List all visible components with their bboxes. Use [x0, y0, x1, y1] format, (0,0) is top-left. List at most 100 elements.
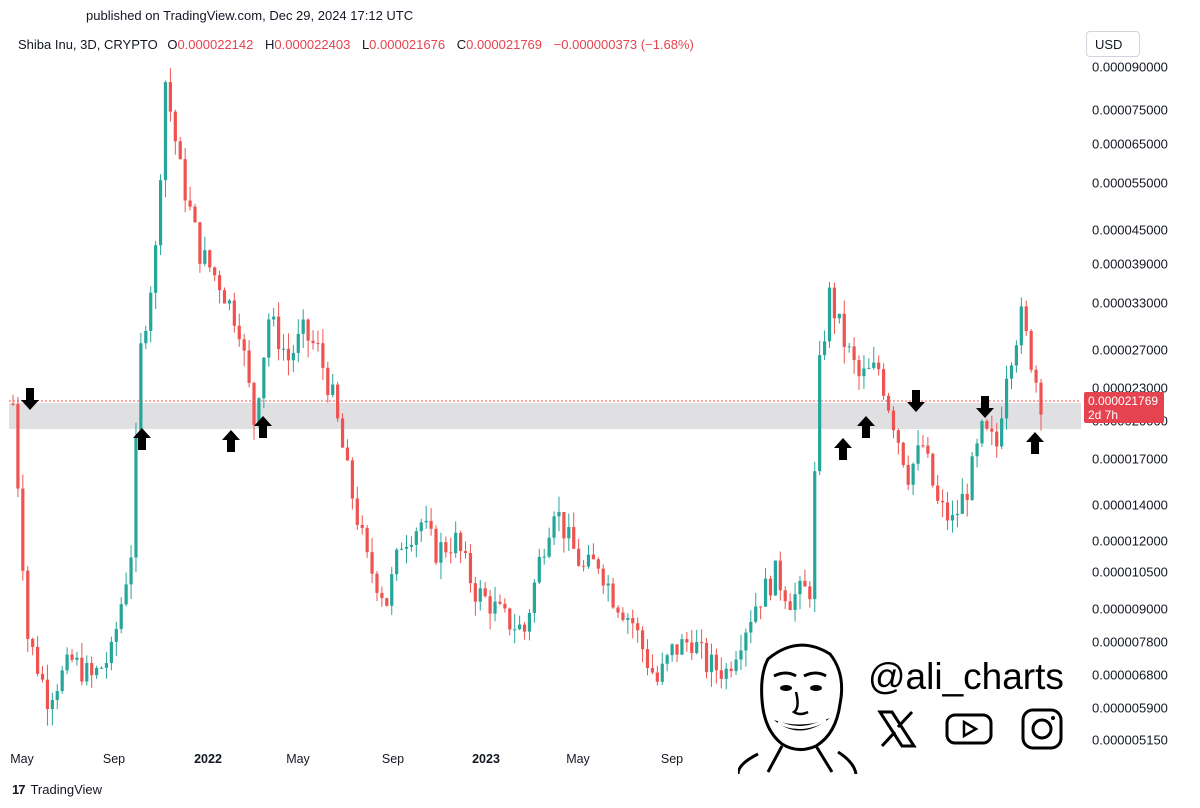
candle-body — [222, 290, 227, 304]
candle-body — [262, 357, 266, 399]
candle-body — [872, 362, 876, 368]
candle-body — [955, 513, 959, 516]
candle-body — [193, 206, 197, 223]
candle-body — [822, 341, 827, 356]
candle-body — [168, 82, 172, 112]
price-tick-label: 0.000017000 — [1092, 451, 1168, 467]
candle-body — [247, 350, 251, 383]
x-icon — [877, 710, 917, 748]
arrow-up-icon — [857, 416, 875, 438]
price-tick-label: 0.000012000 — [1092, 533, 1168, 549]
candle-body — [419, 522, 423, 532]
candles — [11, 68, 1043, 726]
candle-body — [675, 644, 679, 655]
arrow-up-icon — [133, 428, 151, 450]
candle-body — [862, 368, 866, 377]
candle-body — [173, 111, 177, 142]
candle-body — [685, 639, 689, 643]
candle-body — [198, 222, 202, 264]
candle-body — [336, 384, 340, 419]
candle-body — [286, 348, 291, 361]
candle-body — [640, 630, 645, 650]
candle-body — [950, 515, 955, 521]
candle-body — [154, 245, 158, 293]
candle-body — [783, 590, 787, 602]
candle-body — [832, 287, 837, 319]
candle-body — [350, 460, 354, 499]
candle-body — [655, 672, 659, 682]
candle-body — [488, 596, 492, 614]
watermark-handle: @ali_charts — [868, 656, 1064, 697]
candle-body — [134, 437, 138, 558]
low-value: 0.000021676 — [369, 37, 446, 52]
candle-body — [581, 565, 586, 567]
candle-body — [429, 520, 433, 529]
candle-body — [788, 601, 792, 610]
candle-body — [941, 500, 945, 503]
candle-body — [257, 398, 261, 425]
candle-body — [572, 527, 576, 549]
candle-body — [557, 512, 561, 517]
arrow-down-icon — [976, 396, 994, 418]
candle-body — [360, 524, 364, 528]
candle-body — [272, 316, 276, 320]
cartoon-face-logo — [738, 643, 858, 774]
candle-body — [960, 493, 964, 514]
arrow-up-icon — [222, 430, 240, 452]
candle-body — [847, 346, 851, 348]
candle-body — [596, 559, 600, 569]
candle-body — [365, 527, 369, 553]
candle-body — [434, 528, 438, 563]
candle-body — [424, 520, 428, 523]
candle-body — [65, 654, 69, 671]
candle-body — [139, 343, 143, 438]
candle-body — [562, 512, 566, 539]
price-tick-label: 0.000075000 — [1092, 102, 1168, 118]
candle-body — [606, 583, 610, 586]
open-value: 0.000022142 — [177, 37, 254, 52]
candle-body — [11, 403, 15, 405]
candle-body — [316, 343, 320, 345]
candle-body — [178, 141, 182, 160]
candle-body — [80, 657, 84, 682]
candle-body — [896, 430, 900, 443]
candle-body — [493, 601, 497, 614]
candle-body — [395, 549, 399, 575]
candle-body — [508, 608, 512, 630]
bar-countdown: 2d 7h — [1088, 408, 1119, 422]
tradingview-footer[interactable]: 17 TradingView — [12, 782, 102, 797]
candle-body — [114, 628, 118, 642]
candle-body — [188, 200, 192, 207]
arrow-up-icon — [254, 416, 272, 438]
candle-body — [621, 612, 625, 620]
price-axis[interactable]: 0.000090000 0.000075000 0.000065000 0.00005… — [1086, 0, 1200, 808]
candle-body — [660, 663, 664, 682]
candle-body — [803, 580, 807, 587]
candle-body — [916, 445, 920, 464]
candle-body — [719, 670, 723, 679]
currency-button[interactable]: USD — [1086, 31, 1140, 57]
candle-body — [144, 330, 148, 344]
candle-body — [321, 343, 325, 368]
candle-body — [616, 607, 620, 613]
arrow-up-icon — [1026, 432, 1044, 454]
candle-body — [414, 531, 418, 545]
candle-body — [355, 498, 359, 525]
candle-body — [503, 603, 507, 609]
candle-body — [124, 584, 128, 605]
candle-body — [867, 367, 871, 369]
candle-body — [734, 659, 738, 672]
candle-body — [40, 673, 45, 680]
candle-body — [601, 568, 605, 586]
candle-body — [891, 410, 896, 431]
price-tick-label: 0.000090000 — [1092, 59, 1168, 75]
candle-body — [778, 560, 782, 591]
last-price-value: 0.000021769 — [1088, 394, 1159, 408]
arrow-down-icon — [21, 388, 39, 410]
support-zone — [9, 403, 1081, 429]
candle-body — [385, 598, 389, 606]
candle-body — [611, 583, 615, 608]
candle-body — [95, 667, 99, 676]
tradingview-logo-icon: 17 — [12, 782, 26, 797]
